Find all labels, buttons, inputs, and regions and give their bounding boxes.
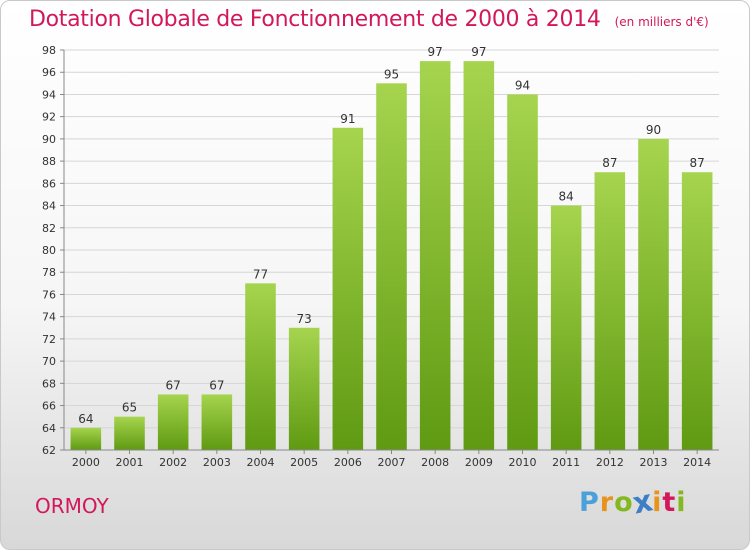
bar-value-label: 97 xyxy=(428,45,443,59)
y-tick-label: 82 xyxy=(42,222,56,235)
logo-letter: o xyxy=(614,487,634,518)
y-tick-label: 92 xyxy=(42,111,56,124)
commune-name: ORMOY xyxy=(35,494,109,518)
y-tick-label: 70 xyxy=(42,355,56,368)
y-tick-label: 64 xyxy=(42,422,56,435)
x-tick-label: 2005 xyxy=(290,456,318,469)
x-tick-label: 2012 xyxy=(596,456,624,469)
axes: 62 64 66 68 70 72 74 76 78 80 82 84 86 88 90 92 94 96 98 20… xyxy=(42,44,719,469)
logo-letter: r xyxy=(599,487,615,518)
bar-2010 xyxy=(507,94,538,450)
bar-value-label: 94 xyxy=(515,78,530,92)
bar-2006 xyxy=(332,127,364,451)
y-tick-label: 98 xyxy=(42,44,56,57)
bar-2004 xyxy=(245,283,276,450)
y-tick-label: 66 xyxy=(42,400,56,413)
x-tick-label: 2002 xyxy=(159,456,187,469)
x-tick-label: 2003 xyxy=(203,456,231,469)
chart-title-text: Dotation Globale de Fonctionnement de 20… xyxy=(29,7,601,32)
bar-2011 xyxy=(550,205,582,450)
x-tick-label: 2006 xyxy=(334,456,362,469)
y-tick-label: 84 xyxy=(42,200,56,213)
bar-value-label: 91 xyxy=(340,112,355,126)
logo-letter: P xyxy=(579,487,600,518)
y-tick-label: 94 xyxy=(42,88,56,101)
y-tick-label: 68 xyxy=(42,377,56,390)
bar-value-label: 95 xyxy=(384,67,399,81)
chart-unit: (en milliers d'€) xyxy=(614,15,709,29)
bar-value-label: 90 xyxy=(646,123,661,137)
bar-value-label: 65 xyxy=(122,401,137,415)
x-tick-label: 2008 xyxy=(421,456,449,469)
bar-value-label: 87 xyxy=(602,156,617,170)
logo-letter: t xyxy=(662,487,677,518)
x-tick-label: 2011 xyxy=(552,456,580,469)
bar-value-label: 84 xyxy=(559,190,574,204)
x-tick-label: 2009 xyxy=(465,456,493,469)
bar-2005 xyxy=(288,327,320,450)
y-tick-label: 96 xyxy=(42,66,56,79)
y-tick-label: 90 xyxy=(42,133,56,146)
bar-2009 xyxy=(463,61,495,450)
bar-value-label: 67 xyxy=(209,378,224,392)
bars: 64 65 67 67 77 73 91 95 97 97 94 84 87 90 87 xyxy=(70,45,713,451)
y-tick-label: 86 xyxy=(42,177,56,190)
chart-title: Dotation Globale de Fonctionnement de 20… xyxy=(29,7,709,32)
bar-value-label: 97 xyxy=(471,45,486,59)
bar-value-label: 67 xyxy=(166,378,181,392)
x-tick-label: 2013 xyxy=(640,456,668,469)
y-tick-label: 88 xyxy=(42,155,56,168)
bar-value-label: 64 xyxy=(78,412,93,426)
bar-2013 xyxy=(638,138,669,450)
bar-2000 xyxy=(70,427,102,450)
y-tick-label: 78 xyxy=(42,266,56,279)
y-tick-label: 76 xyxy=(42,288,56,301)
x-tick-label: 2001 xyxy=(116,456,144,469)
bar-value-label: 73 xyxy=(297,312,312,326)
bar-2007 xyxy=(376,83,407,450)
bar-2014 xyxy=(681,172,713,450)
x-tick-label: 2014 xyxy=(683,456,711,469)
y-tick-label: 80 xyxy=(42,244,56,257)
x-tick-label: 2010 xyxy=(509,456,537,469)
bar-value-label: 77 xyxy=(253,267,268,281)
y-tick-label: 72 xyxy=(42,333,56,346)
bar-2003 xyxy=(201,394,233,450)
y-tick-label: 74 xyxy=(42,311,56,324)
bar-2001 xyxy=(114,416,145,450)
bar-2008 xyxy=(419,61,451,450)
logo-letter: i xyxy=(652,487,663,518)
bar-value-label: 87 xyxy=(690,156,705,170)
logo-letter: i xyxy=(676,487,687,518)
x-tick-label: 2004 xyxy=(247,456,275,469)
x-tick-label: 2007 xyxy=(378,456,406,469)
x-tick-label: 2000 xyxy=(72,456,100,469)
proxiti-logo: Proxiti xyxy=(579,484,687,522)
bar-2012 xyxy=(594,172,626,450)
bar-2002 xyxy=(157,394,189,450)
y-tick-label: 62 xyxy=(42,444,56,457)
